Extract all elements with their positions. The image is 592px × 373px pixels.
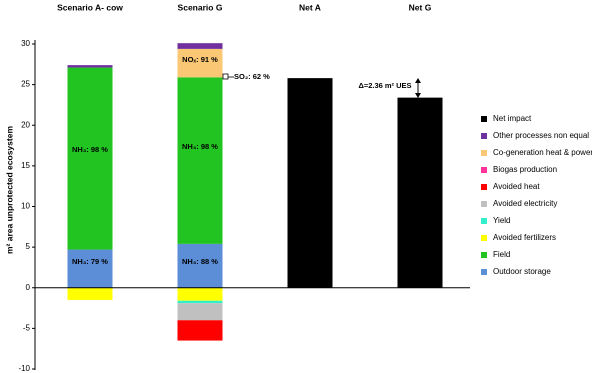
legend-swatch bbox=[481, 235, 487, 241]
annotation: NH₃: 98 % bbox=[182, 142, 218, 151]
y-tick-label: 15 bbox=[21, 161, 30, 170]
legend-swatch bbox=[481, 269, 487, 275]
legend-label: Other processes non equal bbox=[493, 131, 589, 140]
legend-label: Outdoor storage bbox=[493, 267, 551, 276]
bar-segment bbox=[177, 77, 223, 244]
bar-segment bbox=[397, 97, 443, 288]
y-tick-label: 30 bbox=[21, 39, 30, 48]
category-label: Scenario G bbox=[178, 2, 223, 12]
bar-segment bbox=[177, 243, 223, 288]
legend-label: Avoided electricity bbox=[493, 199, 557, 208]
bar-segment bbox=[177, 287, 223, 301]
legend-swatch bbox=[481, 252, 487, 258]
category-label: Net A bbox=[299, 2, 321, 12]
bar-segment bbox=[177, 300, 223, 304]
bar-segment bbox=[67, 287, 113, 300]
bar-segment bbox=[287, 78, 333, 288]
annotation: SO₂: 62 % bbox=[234, 72, 270, 81]
bar-segment bbox=[67, 249, 113, 288]
legend-label: Co-generation heat & power bbox=[493, 148, 592, 157]
legend-swatch bbox=[481, 133, 487, 139]
annotation: Δ=2.36 m² UES bbox=[358, 81, 411, 90]
category-label: Net G bbox=[409, 2, 432, 12]
legend-label: Avoided heat bbox=[493, 182, 540, 191]
y-tick-label: -5 bbox=[23, 323, 31, 332]
bar-segment bbox=[67, 67, 113, 250]
y-tick-label: 5 bbox=[26, 242, 31, 251]
y-tick-label: 25 bbox=[21, 80, 30, 89]
legend-swatch bbox=[481, 150, 487, 156]
y-tick-label: 20 bbox=[21, 120, 30, 129]
annotation: NH₃: 88 % bbox=[182, 257, 218, 266]
legend-label: Field bbox=[493, 250, 510, 259]
y-axis-title: m² area unprotected ecosystem bbox=[4, 126, 14, 254]
so2-marker bbox=[222, 73, 229, 80]
annotation: NOₓ: 91 % bbox=[182, 55, 218, 64]
legend-label: Yield bbox=[493, 216, 511, 225]
category-label: Scenario A- cow bbox=[57, 2, 123, 12]
bar-segment bbox=[177, 48, 223, 78]
bar-segment bbox=[177, 320, 223, 341]
delta-arrowheads bbox=[415, 78, 421, 98]
legend-swatch bbox=[481, 201, 487, 207]
legend-swatch bbox=[481, 218, 487, 224]
y-tick-label: 10 bbox=[21, 202, 30, 211]
y-tick-label: -10 bbox=[18, 364, 30, 373]
legend-swatch bbox=[481, 184, 487, 190]
legend-label: Biogas production bbox=[493, 165, 557, 174]
legend-swatch bbox=[481, 167, 487, 173]
bar-segment bbox=[177, 43, 223, 49]
legend-swatch bbox=[481, 116, 487, 122]
annotation: NH₃: 98 % bbox=[72, 145, 108, 154]
annotation: NH₃: 79 % bbox=[72, 257, 108, 266]
legend-label: Net impact bbox=[493, 114, 532, 123]
bar-segment bbox=[67, 65, 113, 68]
y-tick-label: 0 bbox=[26, 283, 31, 292]
legend-label: Avoided fertilizers bbox=[493, 233, 556, 242]
bar-segment bbox=[177, 303, 223, 321]
